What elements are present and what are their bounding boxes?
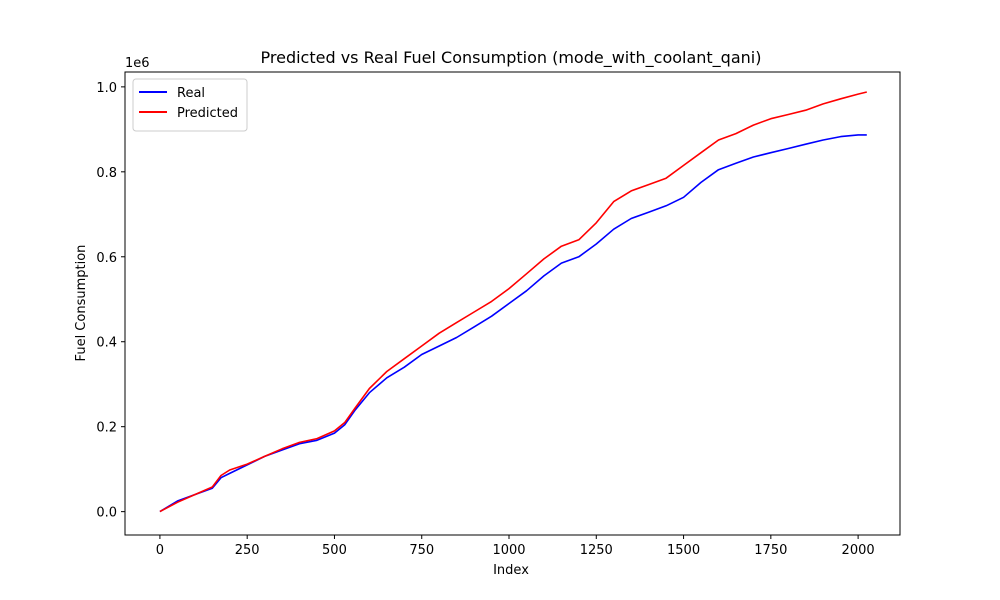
x-tick-label: 1750 [754,543,787,558]
y-tick-label: 0.0 [96,506,117,521]
x-tick-label: 1500 [667,543,700,558]
y-offset-label: 1e6 [125,56,150,71]
x-tick-label: 500 [322,543,347,558]
series-line-predicted [159,91,867,513]
x-tick-label: 250 [235,543,260,558]
y-tick-label: 0.6 [96,251,117,266]
x-tick-label: 1000 [492,543,525,558]
legend: Real Predicted [132,78,248,132]
x-tick-label: 0 [156,543,164,558]
y-tick-label: 0.8 [96,166,117,181]
x-tick-label: 750 [409,543,434,558]
x-axis-label: Index [493,563,529,578]
chart-title: Predicted vs Real Fuel Consumption (mode… [261,48,762,68]
y-tick-label: 1.0 [96,81,117,96]
y-tick-label: 0.2 [96,421,117,436]
x-tick-label: 1250 [580,543,613,558]
plot-area: 0 250 500 750 1000 1250 1500 1750 2000 0.0 0.2 0.4 0… [96,71,901,558]
x-tick-label: 2000 [842,543,875,558]
y-axis-label: Fuel Consumption [74,245,89,362]
plot-frame [124,71,901,536]
y-tick-label: 0.4 [96,336,117,351]
legend-label-real: Real [177,86,205,101]
legend-label-predicted: Predicted [177,106,238,121]
